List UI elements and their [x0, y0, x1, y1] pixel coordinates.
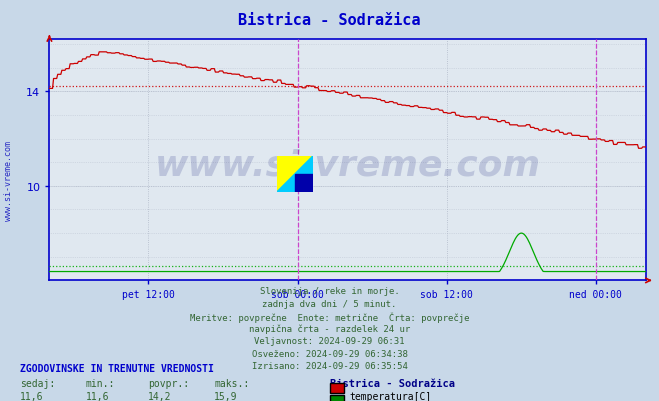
Text: min.:: min.:	[86, 378, 115, 388]
Text: navpična črta - razdelek 24 ur: navpična črta - razdelek 24 ur	[249, 324, 410, 334]
Text: zadnja dva dni / 5 minut.: zadnja dva dni / 5 minut.	[262, 299, 397, 308]
Text: www.si-vreme.com: www.si-vreme.com	[155, 148, 540, 182]
Text: 14,2: 14,2	[148, 391, 172, 401]
Text: Bistrica - Sodražica: Bistrica - Sodražica	[239, 13, 420, 28]
Text: Bistrica - Sodražica: Bistrica - Sodražica	[330, 378, 455, 388]
Polygon shape	[277, 156, 313, 192]
Text: temperatura[C]: temperatura[C]	[349, 391, 432, 401]
Text: 15,9: 15,9	[214, 391, 238, 401]
Text: sedaj:: sedaj:	[20, 378, 55, 388]
Text: Slovenija / reke in morje.: Slovenija / reke in morje.	[260, 287, 399, 296]
Text: www.si-vreme.com: www.si-vreme.com	[4, 140, 13, 221]
Bar	[295, 174, 313, 192]
Text: maks.:: maks.:	[214, 378, 249, 388]
Text: Izrisano: 2024-09-29 06:35:54: Izrisano: 2024-09-29 06:35:54	[252, 361, 407, 370]
Text: Osveženo: 2024-09-29 06:34:38: Osveženo: 2024-09-29 06:34:38	[252, 349, 407, 358]
Text: Veljavnost: 2024-09-29 06:31: Veljavnost: 2024-09-29 06:31	[254, 336, 405, 345]
Text: 11,6: 11,6	[20, 391, 43, 401]
Text: 11,6: 11,6	[86, 391, 109, 401]
Text: povpr.:: povpr.:	[148, 378, 189, 388]
Polygon shape	[277, 156, 313, 192]
Text: Meritve: povprečne  Enote: metrične  Črta: povprečje: Meritve: povprečne Enote: metrične Črta:…	[190, 312, 469, 322]
Text: ZGODOVINSKE IN TRENUTNE VREDNOSTI: ZGODOVINSKE IN TRENUTNE VREDNOSTI	[20, 363, 214, 373]
